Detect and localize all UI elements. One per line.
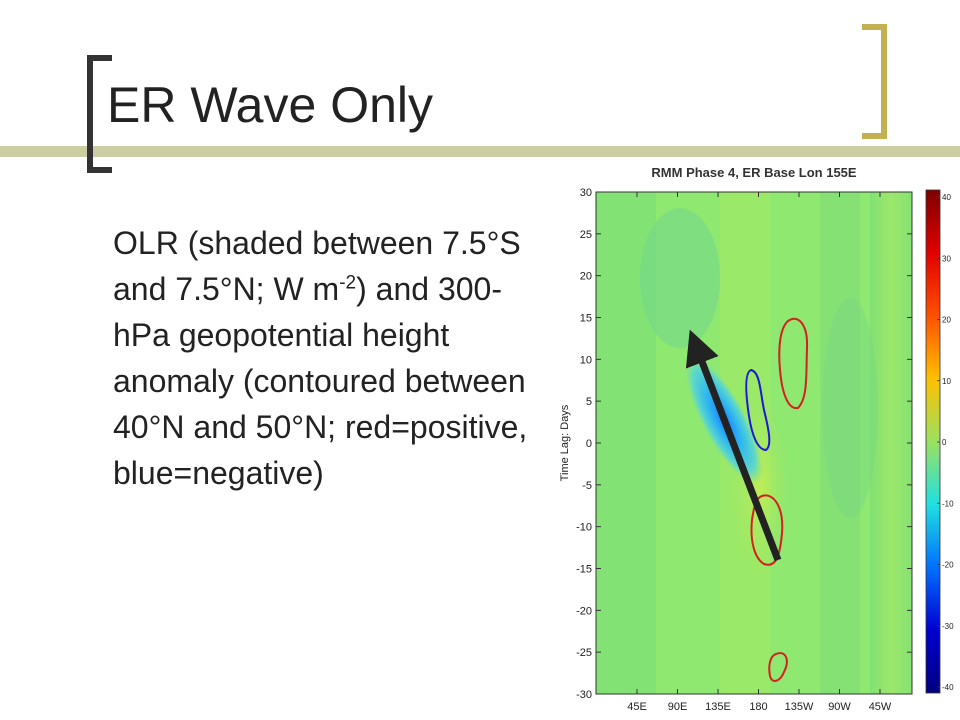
slide-title: ER Wave Only	[107, 77, 434, 133]
right-bracket-decoration	[862, 24, 887, 139]
colorbar-tick-label: 40	[942, 193, 951, 202]
x-tick-label: 45W	[869, 701, 892, 713]
body-text-superscript: -2	[339, 272, 357, 294]
colorbar-axis: 40 30 20 10 0 -10 -20 -30 -40	[937, 193, 954, 692]
colorbar	[925, 189, 941, 694]
positive-contour	[768, 652, 788, 682]
colorbar-tick-label: -10	[942, 499, 954, 508]
positive-contour	[750, 494, 784, 566]
olr-field	[596, 192, 912, 694]
y-tick-label: 10	[580, 354, 592, 366]
y-tick-label: 15	[580, 313, 592, 325]
colorbar-tick-label: 30	[942, 254, 951, 263]
positive-contour	[778, 317, 809, 410]
left-bracket-decoration	[87, 55, 112, 173]
x-tick-label: 180	[749, 701, 767, 713]
y-tick-label: -10	[576, 522, 592, 534]
x-tick-label: 45E	[627, 701, 647, 713]
y-tick-label: 25	[580, 229, 592, 241]
colorbar-tick-label: -30	[942, 622, 954, 631]
negative-contour	[745, 368, 771, 452]
body-text-part2: ) and 300-hPa geopotential height anomal…	[113, 271, 528, 491]
hovmoller-chart: RMM Phase 4, ER Base Lon 155E 30 25 20 15 10…	[559, 165, 954, 713]
colorbar-tick-label: 10	[942, 377, 951, 386]
y-tick-label: -5	[582, 480, 592, 492]
propagation-arrow	[685, 329, 782, 562]
title-rule	[0, 146, 960, 157]
y-tick-label: 20	[580, 271, 592, 283]
body-text: OLR (shaded between 7.5°S and 7.5°N; W m…	[113, 220, 533, 496]
x-tick-label: 90W	[828, 701, 851, 713]
chart-title: RMM Phase 4, ER Base Lon 155E	[651, 165, 857, 180]
colorbar-tick-label: -40	[942, 683, 954, 692]
x-tick-label: 135E	[705, 701, 731, 713]
y-tick-label: 30	[580, 187, 592, 199]
colorbar-tick-label: 0	[942, 438, 947, 447]
y-tick-label: 0	[586, 438, 592, 450]
colorbar-tick-label: -20	[942, 561, 954, 570]
body-text-part1: OLR (shaded between 7.5°S and 7.5°N; W m	[113, 225, 521, 307]
colorbar-tick-label: 20	[942, 316, 951, 325]
x-axis: 45E 90E 135E 180 135W 90W 45W	[627, 192, 892, 713]
y-tick-label: -20	[576, 605, 592, 617]
x-tick-label: 90E	[668, 701, 688, 713]
x-tick-label: 135W	[785, 701, 814, 713]
y-tick-label: -30	[576, 689, 592, 701]
y-axis: 30 25 20 15 10 5 0 -5 -10 -15 -20 -25 -30	[576, 187, 912, 701]
y-axis-label: Time Lag: Days	[559, 404, 571, 481]
y-tick-label: -15	[576, 564, 592, 576]
y-tick-label: 5	[586, 396, 592, 408]
y-tick-label: -25	[576, 647, 592, 659]
